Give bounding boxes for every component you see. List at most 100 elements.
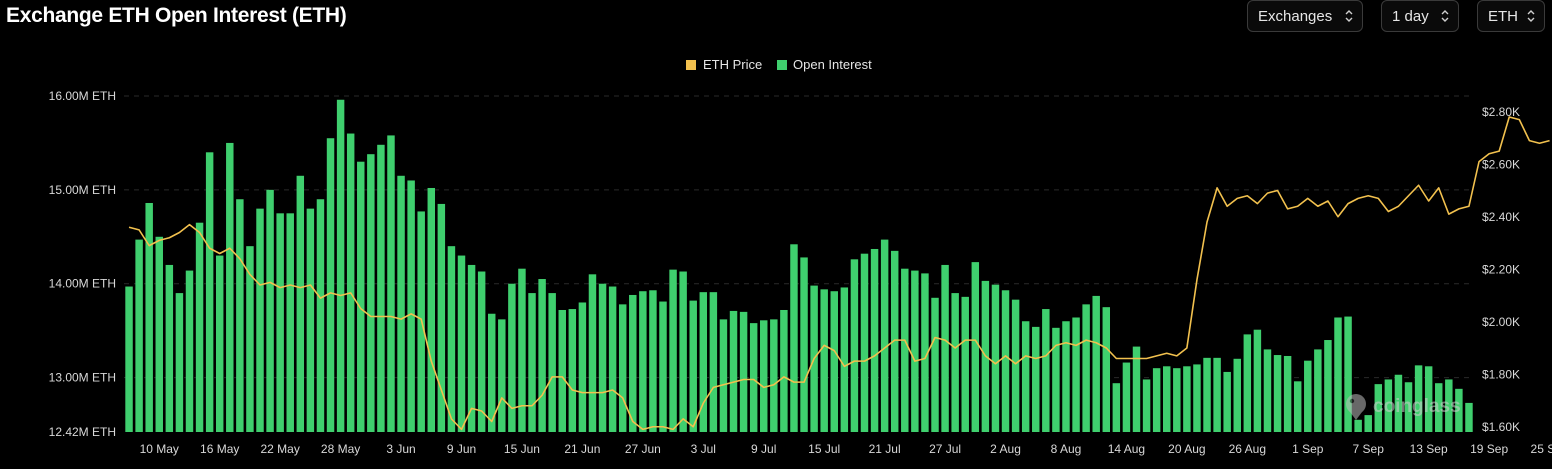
open-interest-bar[interactable] — [1435, 383, 1443, 432]
open-interest-bar[interactable] — [226, 142, 234, 432]
open-interest-bar[interactable] — [1465, 402, 1473, 432]
open-interest-bar[interactable] — [165, 264, 174, 432]
open-interest-bar[interactable] — [447, 246, 456, 432]
open-interest-bar[interactable] — [1334, 317, 1342, 433]
open-interest-bar[interactable] — [780, 309, 788, 432]
open-interest-bar[interactable] — [1304, 360, 1312, 432]
open-interest-bar[interactable] — [649, 290, 657, 432]
open-interest-bar[interactable] — [911, 270, 919, 432]
open-interest-bar[interactable] — [145, 202, 153, 432]
open-interest-bar[interactable] — [739, 311, 748, 432]
open-interest-bar[interactable] — [528, 293, 536, 432]
open-interest-bar[interactable] — [1042, 309, 1050, 432]
open-interest-bar[interactable] — [850, 259, 859, 432]
open-interest-bar[interactable] — [961, 296, 969, 432]
legend-item-open-interest[interactable]: Open Interest — [777, 57, 872, 72]
open-interest-bar[interactable] — [1163, 366, 1171, 432]
open-interest-bar[interactable] — [477, 271, 486, 432]
open-interest-bar[interactable] — [306, 208, 315, 432]
open-interest-bar[interactable] — [840, 287, 849, 432]
open-interest-bar[interactable] — [135, 239, 143, 432]
open-interest-bar[interactable] — [1213, 357, 1221, 432]
open-interest-bar[interactable] — [1324, 340, 1332, 432]
open-interest-bar[interactable] — [185, 270, 194, 432]
open-interest-bar[interactable] — [1233, 358, 1241, 432]
open-interest-bar[interactable] — [316, 199, 325, 432]
open-interest-bar[interactable] — [457, 255, 466, 432]
coin-select[interactable]: ETH — [1477, 0, 1545, 32]
open-interest-bar[interactable] — [1021, 321, 1030, 432]
exchanges-select[interactable]: Exchanges — [1247, 0, 1363, 32]
open-interest-bar[interactable] — [286, 213, 294, 432]
open-interest-bar[interactable] — [1122, 362, 1131, 432]
open-interest-bar[interactable] — [568, 309, 577, 432]
open-interest-bar[interactable] — [1283, 355, 1292, 432]
open-interest-bar[interactable] — [951, 293, 959, 432]
open-interest-bar[interactable] — [276, 213, 284, 432]
open-interest-bar[interactable] — [901, 268, 909, 432]
open-interest-bar[interactable] — [1001, 290, 1010, 432]
open-interest-bar[interactable] — [1072, 317, 1080, 433]
open-interest-bar[interactable] — [770, 319, 778, 432]
open-interest-bar[interactable] — [236, 199, 244, 432]
open-interest-bar[interactable] — [820, 289, 828, 432]
open-interest-bar[interactable] — [367, 154, 375, 432]
open-interest-bar[interactable] — [1183, 366, 1191, 432]
open-interest-bar[interactable] — [387, 135, 395, 433]
open-interest-bar[interactable] — [749, 323, 758, 432]
open-interest-bar[interactable] — [1394, 374, 1403, 432]
open-interest-bar[interactable] — [870, 248, 879, 432]
open-interest-bar[interactable] — [890, 250, 899, 432]
open-interest-bar[interactable] — [488, 313, 496, 432]
open-interest-bar[interactable] — [437, 203, 446, 432]
open-interest-bar[interactable] — [266, 189, 274, 432]
open-interest-bar[interactable] — [1092, 295, 1100, 432]
open-interest-bar[interactable] — [1102, 307, 1111, 432]
open-interest-bar[interactable] — [1273, 355, 1282, 432]
open-interest-bar[interactable] — [125, 286, 133, 432]
open-interest-bar[interactable] — [548, 293, 556, 432]
open-interest-bar[interactable] — [467, 264, 476, 432]
open-interest-bar[interactable] — [1445, 379, 1453, 432]
open-interest-bar[interactable] — [498, 319, 506, 432]
open-interest-bar[interactable] — [195, 222, 204, 432]
open-interest-bar[interactable] — [518, 268, 526, 432]
open-interest-bar[interactable] — [669, 269, 677, 432]
open-interest-bar[interactable] — [1404, 382, 1413, 432]
open-interest-bar[interactable] — [941, 264, 949, 432]
open-interest-bar[interactable] — [1052, 327, 1060, 432]
open-interest-bar[interactable] — [921, 273, 929, 432]
open-interest-bar[interactable] — [991, 284, 1000, 432]
open-interest-bar[interactable] — [1354, 419, 1362, 432]
open-interest-bar[interactable] — [1374, 384, 1383, 432]
open-interest-bar[interactable] — [659, 301, 667, 432]
open-interest-bar[interactable] — [1364, 415, 1372, 432]
open-interest-bar[interactable] — [336, 99, 345, 432]
open-interest-bar[interactable] — [971, 262, 980, 432]
open-interest-bar[interactable] — [618, 304, 627, 432]
open-interest-bar[interactable] — [709, 292, 718, 432]
open-interest-bar[interactable] — [1173, 368, 1181, 432]
open-interest-bar[interactable] — [1384, 379, 1393, 432]
open-interest-bar[interactable] — [1455, 388, 1463, 432]
open-interest-bar[interactable] — [699, 292, 708, 432]
open-interest-bar[interactable] — [719, 319, 728, 432]
open-interest-bar[interactable] — [538, 279, 546, 432]
open-interest-bar[interactable] — [830, 291, 838, 432]
open-interest-bar[interactable] — [931, 297, 939, 432]
open-interest-bar[interactable] — [357, 161, 365, 432]
open-interest-bar[interactable] — [215, 255, 224, 432]
open-interest-bar[interactable] — [588, 274, 597, 432]
open-interest-bar[interactable] — [598, 283, 607, 432]
open-interest-bar[interactable] — [880, 239, 889, 432]
open-interest-bar[interactable] — [1203, 357, 1211, 432]
open-interest-bar[interactable] — [377, 144, 385, 433]
open-interest-bar[interactable] — [1062, 321, 1070, 432]
open-interest-bar[interactable] — [1142, 379, 1151, 432]
open-interest-bar[interactable] — [1243, 334, 1252, 432]
open-interest-bar[interactable] — [246, 246, 254, 432]
open-interest-bar[interactable] — [397, 175, 405, 432]
open-interest-bar[interactable] — [1223, 371, 1231, 432]
open-interest-bar[interactable] — [608, 286, 617, 432]
open-interest-bar[interactable] — [1082, 304, 1090, 432]
